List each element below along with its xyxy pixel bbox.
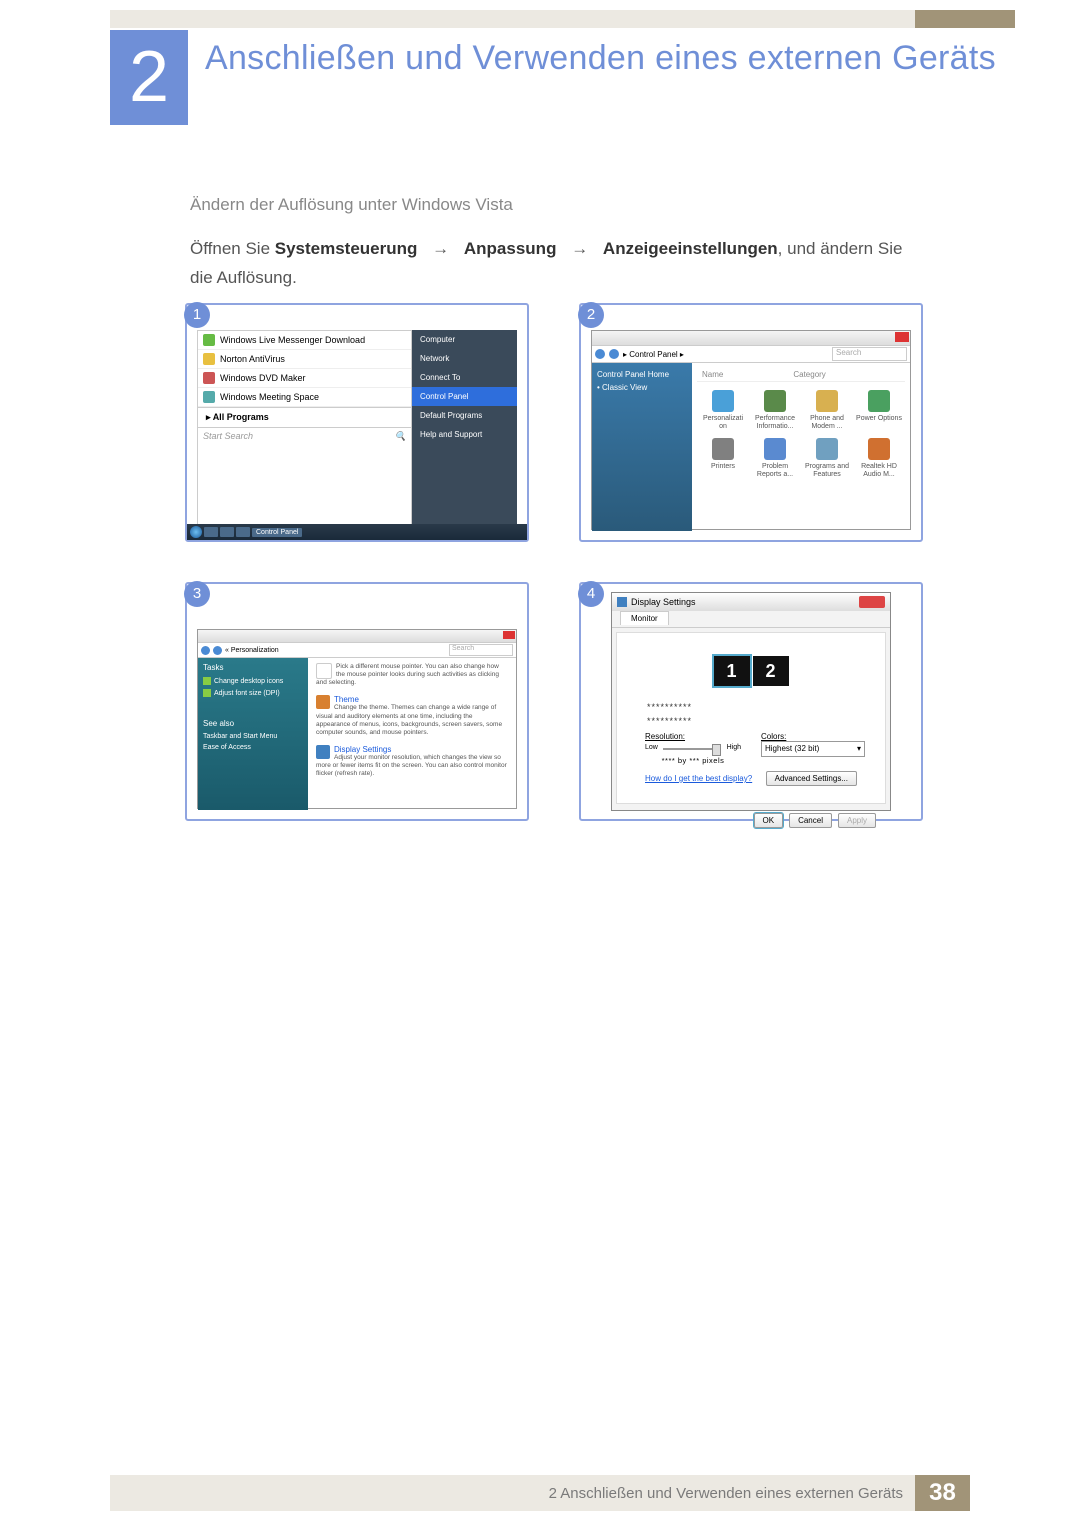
start-search[interactable]: Start Search🔍 xyxy=(198,427,411,445)
start-menu-right-item[interactable]: Connect To xyxy=(412,368,517,387)
start-menu-right-item[interactable]: Control Panel xyxy=(412,387,517,406)
search-input[interactable]: Search xyxy=(832,347,907,361)
breadcrumb[interactable]: ▸ Control Panel ▸ xyxy=(623,350,684,359)
theme-icon xyxy=(316,695,330,709)
forward-icon[interactable] xyxy=(213,646,222,655)
back-icon[interactable] xyxy=(595,349,605,359)
chapter-title: Anschließen und Verwenden eines externen… xyxy=(205,38,996,79)
sidebar-link[interactable]: Control Panel Home xyxy=(597,368,687,381)
search-input[interactable]: Search xyxy=(449,644,513,656)
start-orb-icon[interactable] xyxy=(190,526,202,538)
start-menu-right-item[interactable]: Computer xyxy=(412,330,517,349)
resolution-slider[interactable]: Low High xyxy=(645,744,741,754)
advanced-button[interactable]: Advanced Settings... xyxy=(766,771,857,786)
screenshot-3: 3 « Personalization Search Tasks Change … xyxy=(185,582,529,821)
cp-icon[interactable]: Printers xyxy=(699,438,747,478)
step-badge: 2 xyxy=(578,302,604,328)
colors-label: Colors: xyxy=(761,732,857,741)
screenshot-2: 2 ▸ Control Panel ▸ Search Control Panel… xyxy=(579,303,923,542)
step-badge: 1 xyxy=(184,302,210,328)
arrow-icon: → xyxy=(422,235,459,264)
sidebar-link[interactable]: Ease of Access xyxy=(203,742,303,753)
resolution-label: Resolution: xyxy=(645,732,741,741)
cancel-button[interactable]: Cancel xyxy=(789,813,832,828)
sidebar-link[interactable]: • Classic View xyxy=(597,381,687,394)
dialog-title: Display Settings xyxy=(617,597,696,608)
start-menu-left: Windows Live Messenger DownloadNorton An… xyxy=(197,330,412,530)
page-number: 38 xyxy=(915,1475,970,1511)
sidebar-link[interactable]: Change desktop icons xyxy=(203,675,303,687)
breadcrumb[interactable]: « Personalization xyxy=(225,647,279,654)
sidebar-link[interactable]: Adjust font size (DPI) xyxy=(203,687,303,699)
cp-icon[interactable]: Programs and Features xyxy=(803,438,851,478)
monitor-preview[interactable]: 1 2 xyxy=(714,656,789,686)
ok-button[interactable]: OK xyxy=(754,813,784,828)
step-badge: 3 xyxy=(184,581,210,607)
close-icon[interactable] xyxy=(503,631,515,639)
start-menu-item[interactable]: Norton AntiVirus xyxy=(198,350,411,369)
all-programs[interactable]: ▸ All Programs xyxy=(198,407,411,427)
sidebar-link[interactable]: Taskbar and Start Menu xyxy=(203,731,303,742)
start-menu-item[interactable]: Windows Meeting Space xyxy=(198,388,411,407)
taskbar-button[interactable]: Control Panel xyxy=(252,528,302,537)
cp-icon[interactable]: Realtek HD Audio M... xyxy=(855,438,903,478)
cp-icon[interactable]: Problem Reports a... xyxy=(751,438,799,478)
tasks-sidebar: Tasks Change desktop icons Adjust font s… xyxy=(198,658,308,810)
help-link[interactable]: How do I get the best display? xyxy=(645,774,752,783)
cp-icon[interactable]: Performance Informatio... xyxy=(751,390,799,430)
cp-icon[interactable]: Power Options xyxy=(855,390,903,430)
arrow-icon: → xyxy=(561,235,598,264)
forward-icon[interactable] xyxy=(609,349,619,359)
back-icon[interactable] xyxy=(201,646,210,655)
theme-link[interactable]: Theme xyxy=(316,695,508,704)
section-subtitle: Ändern der Auflösung unter Windows Vista xyxy=(190,195,920,215)
start-menu-item[interactable]: Windows Live Messenger Download xyxy=(198,331,411,350)
apply-button[interactable]: Apply xyxy=(838,813,876,828)
start-menu-right-item[interactable]: Help and Support xyxy=(412,425,517,444)
start-menu-item[interactable]: Windows DVD Maker xyxy=(198,369,411,388)
footer-bar: 2 Anschließen und Verwenden eines extern… xyxy=(110,1475,915,1511)
mouse-icon xyxy=(316,663,332,679)
display-settings-link[interactable]: Display Settings xyxy=(316,745,508,754)
start-menu-right: ComputerNetworkConnect ToControl PanelDe… xyxy=(412,330,517,530)
chapter-number: 2 xyxy=(129,37,169,117)
step-badge: 4 xyxy=(578,581,604,607)
screenshot-1: 1 Windows Live Messenger DownloadNorton … xyxy=(185,303,529,542)
display-icon xyxy=(316,745,330,759)
cp-icon[interactable]: Personalizati on xyxy=(699,390,747,430)
start-menu-right-item[interactable]: Network xyxy=(412,349,517,368)
taskbar[interactable]: Control Panel xyxy=(187,524,527,540)
cp-sidebar: Control Panel Home • Classic View xyxy=(592,363,692,531)
start-menu-right-item[interactable]: Default Programs xyxy=(412,406,517,425)
colors-select[interactable]: Highest (32 bit)▾ xyxy=(761,741,865,757)
monitor-tab[interactable]: Monitor xyxy=(620,611,669,625)
cp-icon[interactable]: Phone and Modem ... xyxy=(803,390,851,430)
chapter-number-box: 2 xyxy=(110,30,188,125)
close-icon[interactable] xyxy=(859,596,885,608)
footer-text: 2 Anschließen und Verwenden eines extern… xyxy=(549,1485,903,1502)
close-icon[interactable] xyxy=(895,332,909,342)
screenshot-4: 4 Display Settings Monitor 1 2 xyxy=(579,582,923,821)
instruction-paragraph: Öffnen Sie Systemsteuerung → Anpassung →… xyxy=(190,235,920,293)
